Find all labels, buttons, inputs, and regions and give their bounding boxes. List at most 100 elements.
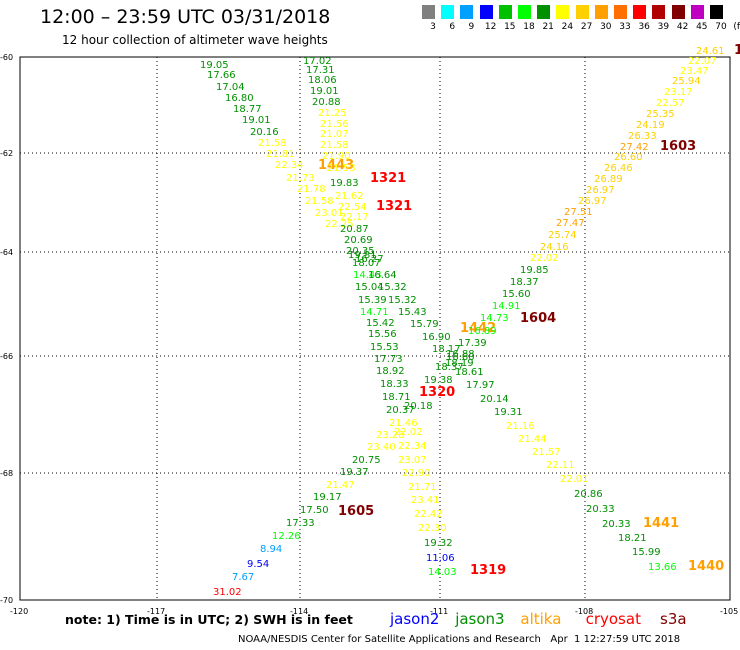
wave-height-value: 19.81 <box>348 250 377 261</box>
wave-height-value: 21.58 <box>258 138 287 149</box>
wave-height-value: 21.25 <box>318 108 347 119</box>
wave-height-value: 17.04 <box>216 82 245 93</box>
wave-height-value: 23.01 <box>315 208 344 219</box>
wave-height-value: 21.73 <box>286 173 315 184</box>
scale-label: 3 <box>430 22 436 32</box>
pass-time-label: 1604 <box>520 311 556 326</box>
scale-label: 30 <box>600 22 612 32</box>
scale-swatch <box>633 5 647 19</box>
wave-height-value: 17.50 <box>300 505 329 516</box>
wave-height-value: 15.39 <box>358 295 387 306</box>
pass-time-label: 1321 <box>370 171 406 186</box>
wave-height-value: 26.33 <box>628 131 657 142</box>
wave-height-value: 23.47 <box>680 66 709 77</box>
pass-time-label: 1441 <box>643 516 679 531</box>
wave-height-value: 8.94 <box>260 544 282 555</box>
scale-swatch <box>479 5 493 19</box>
scale-label: 33 <box>619 22 631 32</box>
scale-swatch <box>710 5 723 19</box>
wave-height-value: 20.86 <box>574 489 603 500</box>
wave-height-value: 22.34 <box>275 160 304 171</box>
scale-swatch <box>498 5 512 19</box>
scale-swatch <box>652 5 666 19</box>
wave-height-value: 22.07 <box>688 56 717 67</box>
wave-height-value: 11.06 <box>426 553 455 564</box>
wave-height-value: 19.05 <box>200 60 229 71</box>
scale-label: (ft) <box>733 22 740 32</box>
wave-height-value: 19.31 <box>494 407 523 418</box>
wave-height-value: 20.37 <box>386 405 415 416</box>
wave-height-value: 20.69 <box>344 235 373 246</box>
scale-label: 27 <box>580 22 593 32</box>
scale-swatch <box>614 5 627 19</box>
wave-height-value: 17.31 <box>306 65 335 76</box>
wave-height-value: 17.39 <box>458 338 487 349</box>
wave-height-value: 19.83 <box>330 178 359 189</box>
wave-height-value: 25.74 <box>548 230 577 241</box>
scale-label: 12 <box>484 22 497 32</box>
wave-height-value: 20.87 <box>340 224 369 235</box>
wave-height-value: 22.57 <box>656 98 685 109</box>
wave-height-value: 16.64 <box>368 270 397 281</box>
wave-height-value: 21.47 <box>326 480 355 491</box>
lat-tick-label: -66 <box>0 352 13 361</box>
scale-label: 21 <box>542 22 554 32</box>
lon-tick-label: -108 <box>575 607 593 616</box>
wave-height-value: 21.62 <box>335 191 364 202</box>
scale-swatch <box>537 5 551 19</box>
wave-height-value: 17.02 <box>303 56 332 67</box>
wave-height-value: 21.58 <box>320 140 349 151</box>
wave-height-value: 20.88 <box>312 97 341 108</box>
scale-label: 36 <box>638 22 650 32</box>
wave-height-value: 15.79 <box>410 319 439 330</box>
wave-height-value: 14.91 <box>492 301 521 312</box>
lat-tick-label: -64 <box>0 248 13 257</box>
pass-time-label: 1442 <box>460 321 496 336</box>
scale-swatch <box>422 5 435 19</box>
wave-height-value: 21.16 <box>506 421 535 432</box>
scale-swatch <box>460 5 474 19</box>
wave-height-value: 21.56 <box>320 119 349 130</box>
wave-height-value: 12.26 <box>272 531 301 542</box>
wave-height-value: 24.61 <box>696 46 725 57</box>
scale-label: 6 <box>449 22 456 32</box>
wave-height-value: 22.17 <box>340 212 369 223</box>
wave-height-value: 24.16 <box>540 242 569 253</box>
wave-height-value: 27.47 <box>556 218 585 229</box>
scale-label: 39 <box>657 22 670 32</box>
scale-swatch <box>556 5 570 19</box>
wave-height-value: 25.35 <box>646 109 675 120</box>
wave-height-value: 18.37 <box>510 277 539 288</box>
lat-tick-label: -68 <box>0 469 13 478</box>
wave-height-value: 20.14 <box>480 394 509 405</box>
wave-height-value: 22.02 <box>394 427 423 438</box>
wave-height-value: 21.53 <box>327 163 356 174</box>
scale-label: 70 <box>715 22 727 32</box>
wave-height-value: 22.90 <box>402 468 431 479</box>
wave-height-value: 22.42 <box>414 509 443 520</box>
units-note: note: 1) Time is in UTC; 2) SWH is in fe… <box>65 612 353 627</box>
wave-height-value: 16.27 <box>355 254 384 265</box>
scale-label: 9 <box>468 22 475 32</box>
wave-height-value: 15.56 <box>368 329 397 340</box>
wave-height-value: 21.44 <box>518 434 547 445</box>
wave-height-value: 23.07 <box>398 455 427 466</box>
wave-height-value: 15.60 <box>502 289 531 300</box>
wave-height-value: 19.32 <box>424 538 453 549</box>
wave-height-value: 19.01 <box>242 115 271 126</box>
wave-height-value: 20.35 <box>346 246 375 257</box>
wave-height-value: 16.90 <box>422 332 451 343</box>
wave-height-value: 15.43 <box>398 307 427 318</box>
wave-height-value: 22.11 <box>546 460 575 471</box>
lon-tick-label: -117 <box>147 607 165 616</box>
wave-height-value: 16.88 <box>446 349 475 360</box>
scale-label: 15 <box>504 22 516 32</box>
wave-height-value: 15.32 <box>378 282 407 293</box>
wave-height-value: 18.71 <box>382 392 411 403</box>
wave-height-value: 19.01 <box>310 86 339 97</box>
wave-height-value: 26.60 <box>614 152 643 163</box>
wave-height-value: 18.33 <box>380 379 409 390</box>
wave-height-value: 7.67 <box>232 572 254 583</box>
scale-label: 24 <box>561 22 574 32</box>
wave-height-value: 18.37 <box>435 362 464 373</box>
